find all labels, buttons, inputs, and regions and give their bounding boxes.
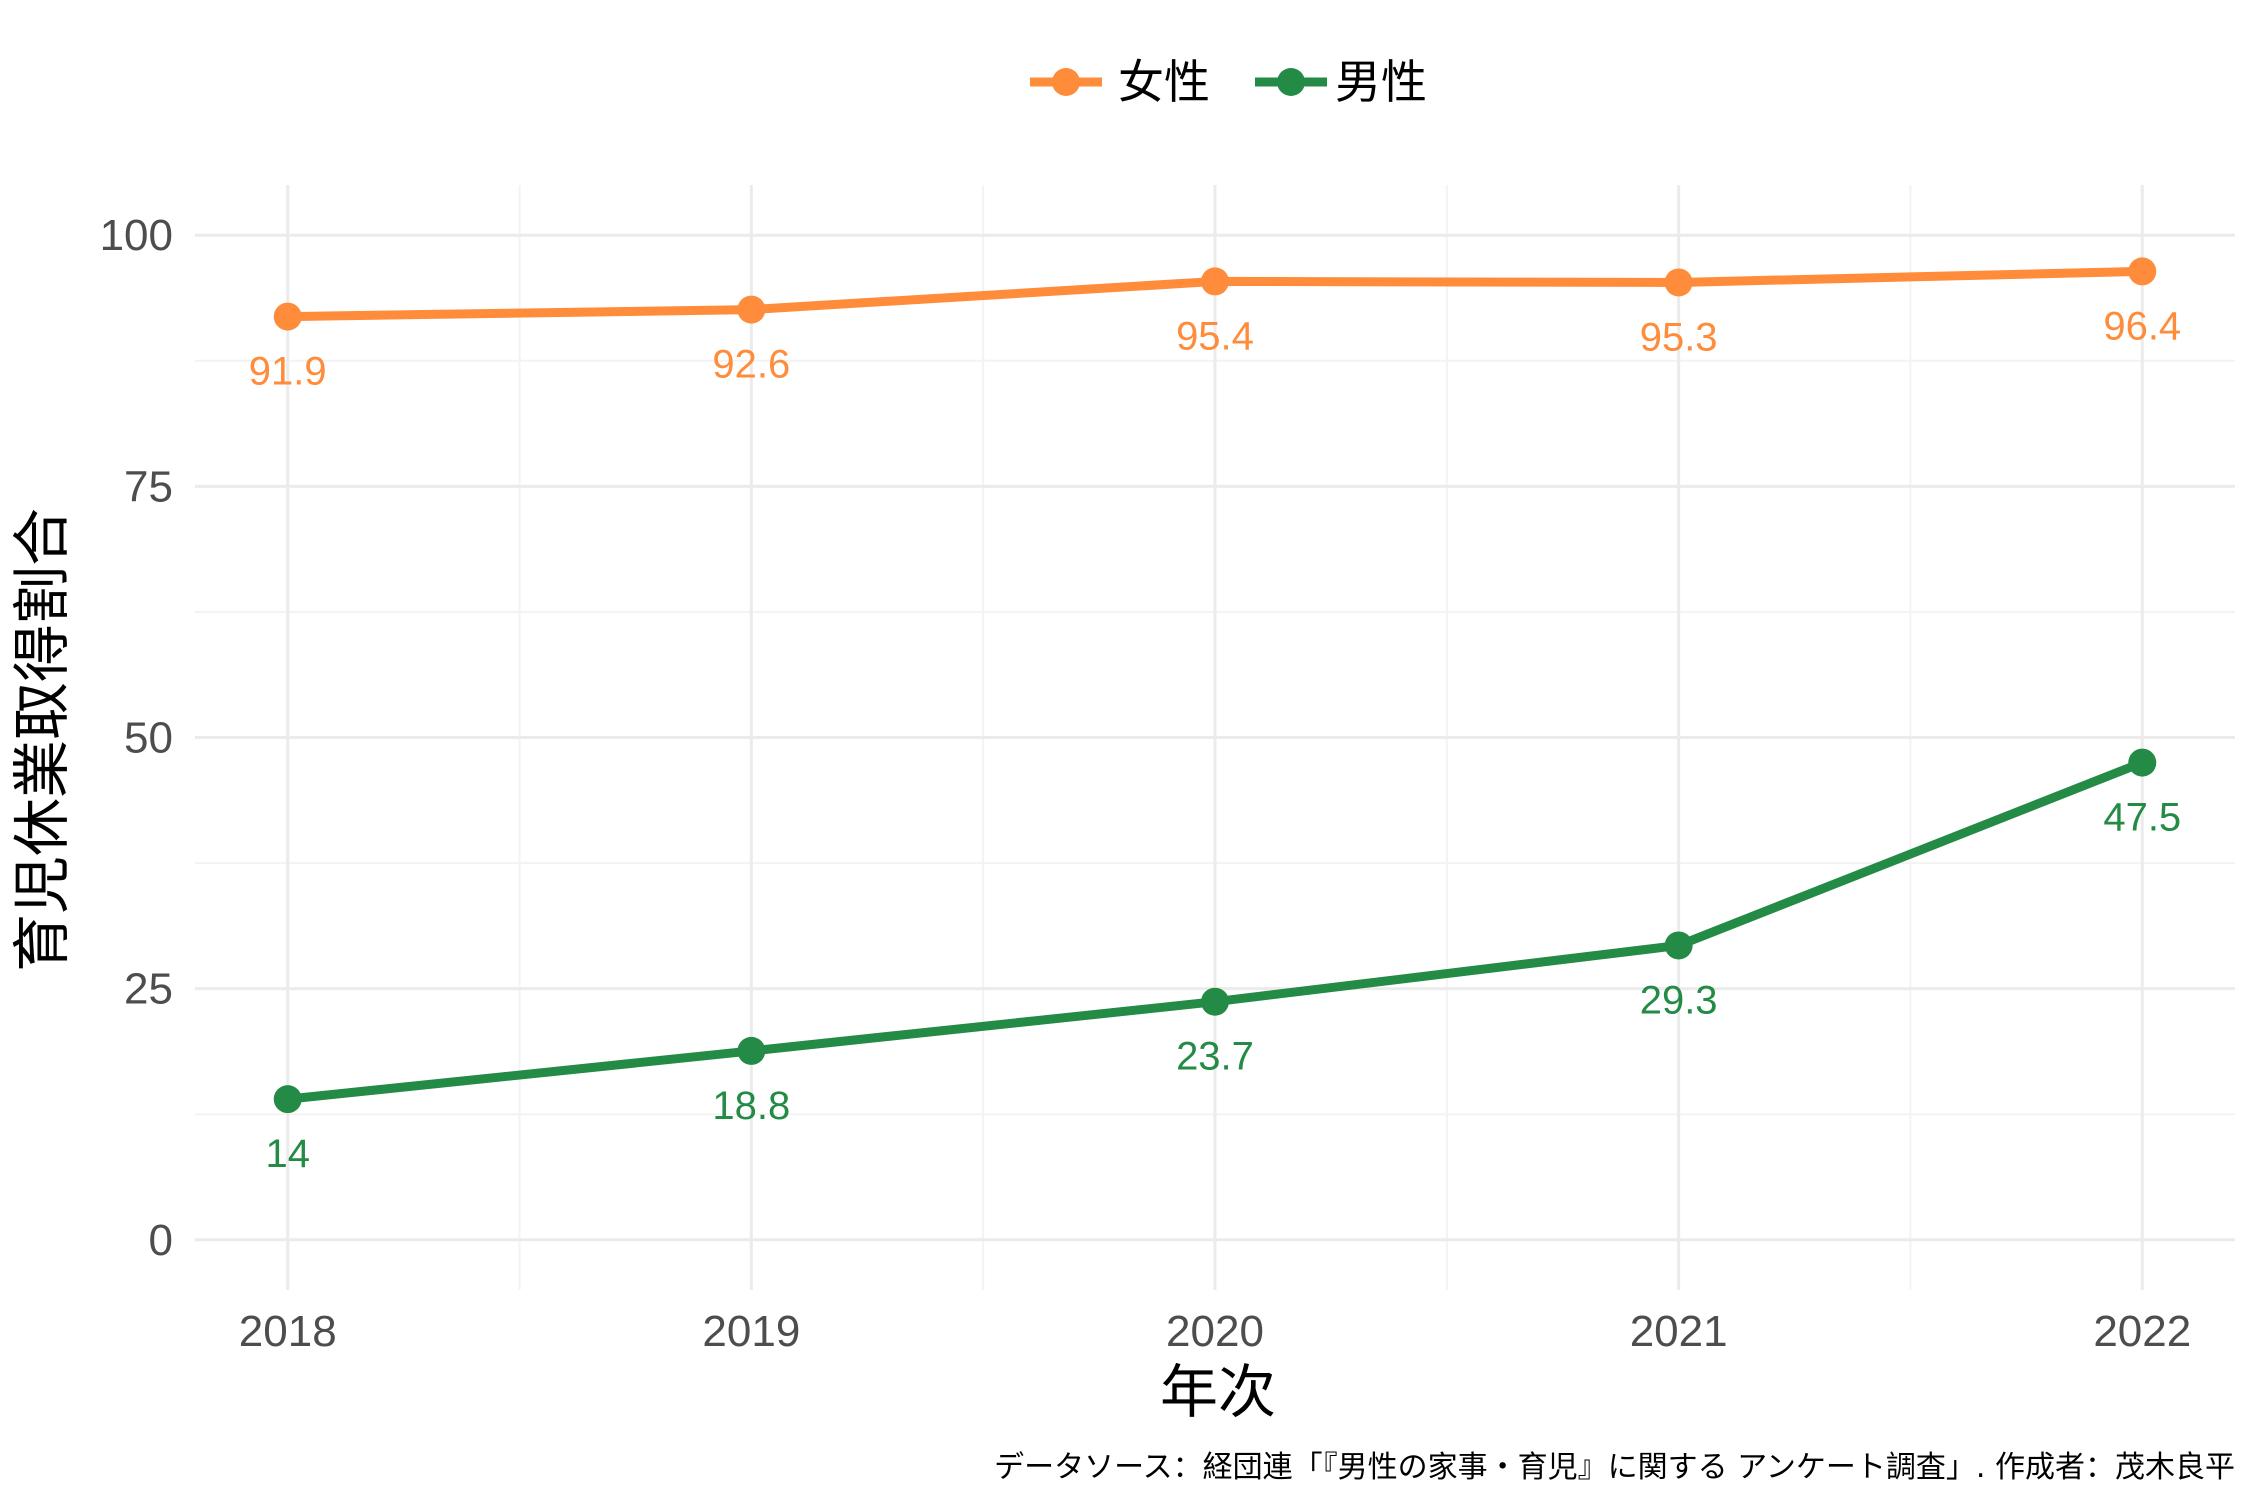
y-axis: 0 25 50 75 100 [100,211,173,1265]
data-label: 18.8 [712,1084,790,1128]
data-point [2128,748,2157,777]
data-point [1664,268,1693,297]
data-label: 96.4 [2103,304,2181,348]
data-point [1201,987,1229,1016]
x-tick-label: 2018 [239,1307,337,1356]
data-label: 47.5 [2103,796,2181,840]
caption: データソース：経団連「『男性の家事・育児』に関する アンケート調査」. 作成者：… [994,1450,2235,1485]
legend: 女性 男性 [1030,55,1427,109]
y-tick-label: 25 [124,965,173,1014]
x-tick-label: 2021 [1630,1307,1728,1356]
data-point [737,295,766,324]
y-tick-label: 100 [100,211,173,260]
data-point [273,302,302,331]
legend-key-point [1052,68,1080,96]
data-point [273,1085,302,1114]
data-label: 23.7 [1176,1035,1254,1079]
data-label: 92.6 [712,343,790,387]
x-axis: 2018 2019 2020 2021 2022 [239,1307,2191,1356]
x-tick-label: 2020 [1166,1307,1264,1356]
y-axis-title: 育児休業取得割合 [8,508,76,972]
x-tick-label: 2022 [2093,1307,2191,1356]
y-tick-label: 0 [149,1216,173,1265]
y-tick-label: 50 [124,714,173,763]
data-point [1664,931,1693,960]
x-tick-label: 2019 [702,1307,800,1356]
y-tick-label: 75 [124,462,173,511]
x-axis-title: 年次 [1160,1358,1276,1426]
legend-label: 女性 [1118,55,1210,109]
legend-label: 男性 [1335,55,1427,109]
data-point [2128,257,2157,286]
data-label: 29.3 [1640,978,1718,1022]
series-layer: 91.9 92.6 95.4 95.3 96.4 14 18.8 23.7 29.3 47.5 [249,257,2181,1176]
data-point [1201,267,1229,296]
data-label: 95.4 [1176,314,1254,358]
data-label: 91.9 [249,350,327,394]
legend-key-point [1277,68,1305,96]
data-point [737,1036,766,1065]
data-label: 14 [265,1132,310,1176]
data-label: 95.3 [1640,315,1718,359]
